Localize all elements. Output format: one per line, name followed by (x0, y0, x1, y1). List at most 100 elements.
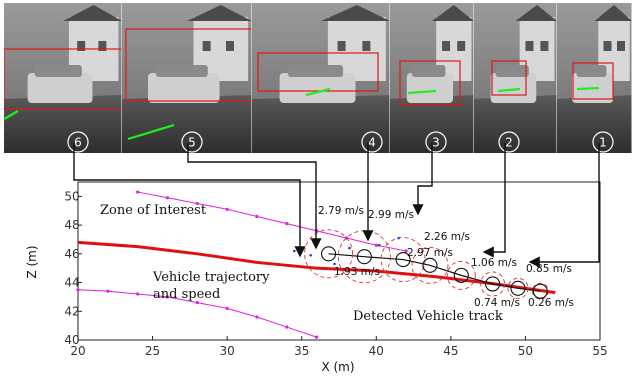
speed-label: 0.85 m/s (526, 263, 572, 275)
detection-box (572, 62, 614, 100)
track-point (356, 249, 372, 265)
uncertainty-circle (531, 282, 549, 300)
zone-point (136, 190, 140, 194)
camera-frame: 5 (122, 3, 253, 153)
zone-point (225, 306, 229, 310)
motion-vector (127, 123, 175, 141)
track-point (422, 257, 438, 273)
y-tick-label: 46 (64, 247, 79, 261)
uncertainty-circle (411, 246, 449, 284)
camera-frame-strip: 6 5 4 3 2 1 (3, 3, 633, 153)
x-tick-label: 20 (70, 344, 85, 358)
zone-upper-boundary-line (137, 191, 407, 252)
vehicle-shape (27, 73, 93, 103)
speed-label: 0.26 m/s (528, 297, 574, 309)
y-tick-label: 50 (64, 189, 79, 203)
trajectory-label-line2: and speed (153, 287, 220, 302)
x-tick-label: 50 (518, 344, 533, 358)
trajectory-label-line1: Vehicle trajectory (152, 270, 270, 285)
zone-point (165, 295, 170, 299)
speed-label: 2.79 m/s (318, 205, 364, 217)
x-tick-label: 45 (443, 344, 458, 358)
speed-label: 1.93 m/s (334, 266, 380, 278)
y-tick-label: 42 (64, 304, 79, 318)
zone-of-interest-label: Zone of Interest (100, 203, 207, 218)
x-tick-label: 55 (592, 344, 607, 358)
feature-point (292, 249, 296, 253)
feature-point (377, 243, 381, 247)
detected-track-label: Detected Vehicle track (353, 309, 503, 324)
detection-box (491, 60, 527, 96)
vehicle-trajectory-line (77, 240, 556, 295)
camera-frame: 4 (252, 3, 391, 153)
frame-number: 4 (368, 136, 376, 150)
frame-number-marker (361, 131, 383, 153)
feature-point (309, 253, 312, 257)
frame-number-marker (592, 131, 614, 153)
vehicle-shape (406, 73, 453, 103)
uncertainty-circle (304, 229, 354, 279)
camera-frame: 3 (390, 3, 475, 153)
zone-point (195, 201, 199, 206)
motion-vector (497, 87, 521, 93)
frame-number-marker (498, 131, 520, 153)
camera-frame: 6 (3, 3, 123, 153)
frame-number-marker (425, 131, 447, 153)
speed-label: 1.06 m/s (471, 257, 517, 269)
feature-point (348, 246, 351, 250)
zone-point (255, 315, 259, 319)
zone-point (315, 335, 319, 339)
speed-label: 0.74 m/s (474, 297, 520, 309)
frame-number: 6 (74, 136, 82, 150)
frame-number-marker (67, 131, 89, 153)
feature-point (333, 262, 336, 266)
zone-point (404, 249, 408, 253)
frame-to-track-arrow (528, 143, 600, 268)
uncertainty-circle (507, 277, 529, 299)
zone-point (255, 214, 259, 219)
x-tick-label: 40 (369, 344, 384, 358)
detection-box (399, 60, 461, 106)
track-point (510, 280, 526, 296)
track-point (453, 267, 469, 283)
x-tick-label: 30 (220, 344, 235, 358)
camera-frame: 1 (557, 3, 633, 153)
zone-point (106, 289, 110, 293)
x-axis-label: X (m) (321, 360, 354, 374)
motion-vector (3, 110, 19, 120)
zone-point (374, 243, 378, 247)
y-tick-label: 40 (64, 333, 79, 347)
y-tick-label: 44 (64, 276, 79, 290)
frame-number-marker (181, 131, 203, 153)
zone-point (195, 301, 199, 305)
speed-label: 2.97 m/s (407, 247, 453, 259)
zone-point (165, 196, 170, 200)
frame-to-track-arrow (412, 143, 433, 216)
y-tick-label: 48 (64, 218, 79, 232)
vehicle-shape (279, 73, 356, 103)
speed-label: 2.26 m/s (424, 231, 470, 243)
zone-point (285, 222, 289, 226)
vehicle-shape (148, 73, 220, 103)
track-point (485, 276, 501, 292)
frame-to-track-arrow (482, 143, 506, 258)
track-point (321, 246, 337, 262)
frame-to-track-arrow (187, 143, 322, 250)
track-point (395, 252, 411, 268)
zone-point (76, 288, 80, 292)
track-point (532, 283, 548, 299)
frame-to-track-arrow (73, 143, 306, 258)
frame-number: 5 (188, 136, 196, 150)
feature-point (397, 236, 400, 240)
plot-frame (77, 181, 601, 341)
motion-vector (576, 86, 600, 91)
camera-frame: 2 (474, 3, 558, 153)
uncertainty-circle (446, 260, 476, 290)
x-tick-label: 25 (145, 344, 160, 358)
motion-vector (407, 89, 437, 95)
zone-point (285, 325, 289, 329)
zone-point (136, 292, 140, 296)
frame-number: 3 (432, 136, 440, 150)
frame-number: 1 (599, 136, 607, 150)
